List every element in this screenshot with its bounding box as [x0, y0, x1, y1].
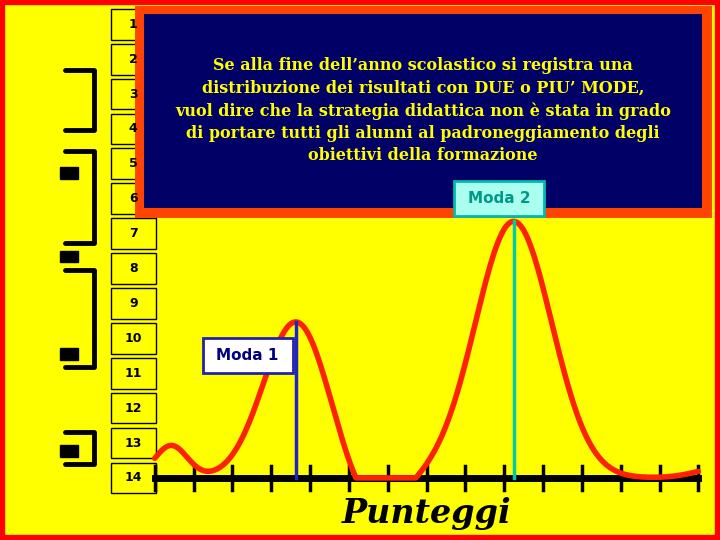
FancyBboxPatch shape: [111, 358, 156, 389]
FancyBboxPatch shape: [138, 9, 708, 214]
Text: Punteggi: Punteggi: [342, 496, 511, 530]
FancyBboxPatch shape: [60, 445, 78, 457]
FancyBboxPatch shape: [111, 463, 156, 493]
FancyBboxPatch shape: [111, 113, 156, 144]
Text: 1: 1: [129, 18, 138, 31]
FancyBboxPatch shape: [111, 218, 156, 249]
Text: 14: 14: [125, 471, 142, 484]
Text: 2: 2: [129, 53, 138, 66]
Text: 13: 13: [125, 436, 142, 449]
Text: 7: 7: [129, 227, 138, 240]
FancyBboxPatch shape: [111, 428, 156, 458]
Text: 4: 4: [129, 123, 138, 136]
Text: 12: 12: [125, 402, 142, 415]
Text: 10: 10: [125, 332, 142, 345]
FancyBboxPatch shape: [60, 348, 78, 360]
FancyBboxPatch shape: [454, 181, 544, 216]
Text: 9: 9: [129, 297, 138, 310]
FancyBboxPatch shape: [60, 251, 78, 262]
FancyBboxPatch shape: [111, 323, 156, 354]
Text: 3: 3: [129, 87, 138, 100]
FancyBboxPatch shape: [111, 288, 156, 319]
Text: Moda 2: Moda 2: [468, 191, 531, 206]
FancyBboxPatch shape: [111, 253, 156, 284]
FancyBboxPatch shape: [111, 9, 156, 39]
FancyBboxPatch shape: [111, 44, 156, 75]
Text: 5: 5: [129, 157, 138, 170]
Text: 11: 11: [125, 367, 142, 380]
Text: 8: 8: [129, 262, 138, 275]
FancyBboxPatch shape: [111, 148, 156, 179]
FancyBboxPatch shape: [144, 14, 702, 208]
FancyBboxPatch shape: [111, 79, 156, 110]
FancyBboxPatch shape: [111, 393, 156, 423]
FancyBboxPatch shape: [60, 167, 78, 179]
Text: Moda 1: Moda 1: [216, 348, 279, 363]
FancyBboxPatch shape: [202, 338, 292, 373]
Text: Se alla fine dell’anno scolastico si registra una
distribuzione dei risultati co: Se alla fine dell’anno scolastico si reg…: [175, 57, 671, 164]
FancyBboxPatch shape: [111, 184, 156, 214]
Text: 6: 6: [129, 192, 138, 205]
